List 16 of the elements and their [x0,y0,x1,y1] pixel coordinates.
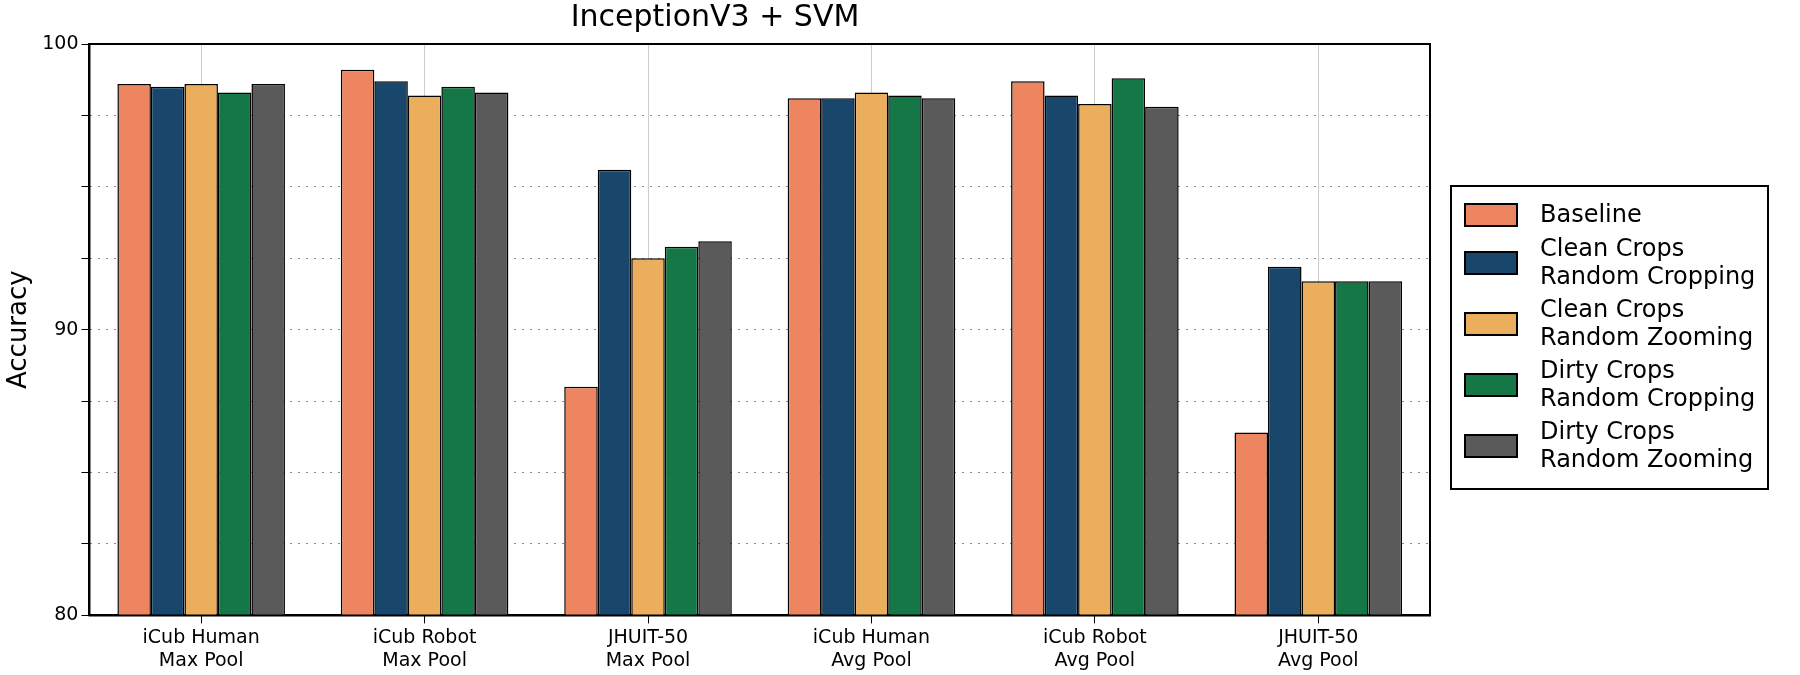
y-tick-label: 90 [54,316,79,339]
x-tick-label: JHUIT-50 Max Pool [605,624,691,670]
chart-title: InceptionV3 + SVM [570,0,860,33]
legend-label: Dirty Crops Random Zooming [1540,417,1754,474]
x-tick-label: iCub Robot Max Pool [372,624,477,670]
y-tick-label: 80 [54,602,79,625]
legend-label: Baseline [1540,200,1642,229]
y-tick-label: 100 [42,30,79,53]
x-tick-label: iCub Robot Avg Pool [1042,624,1147,670]
x-tick-label: iCub Human Max Pool [142,624,260,670]
x-tick-label: JHUIT-50 Avg Pool [1277,624,1359,670]
legend-label: Clean Crops Random Cropping [1540,233,1756,291]
y-axis-title: Accuracy [2,270,33,390]
x-tick-label: iCub Human Avg Pool [812,624,931,670]
legend-label: Dirty Crops Random Cropping [1540,356,1756,413]
legend-label: Clean Crops Random Zooming [1540,295,1754,352]
